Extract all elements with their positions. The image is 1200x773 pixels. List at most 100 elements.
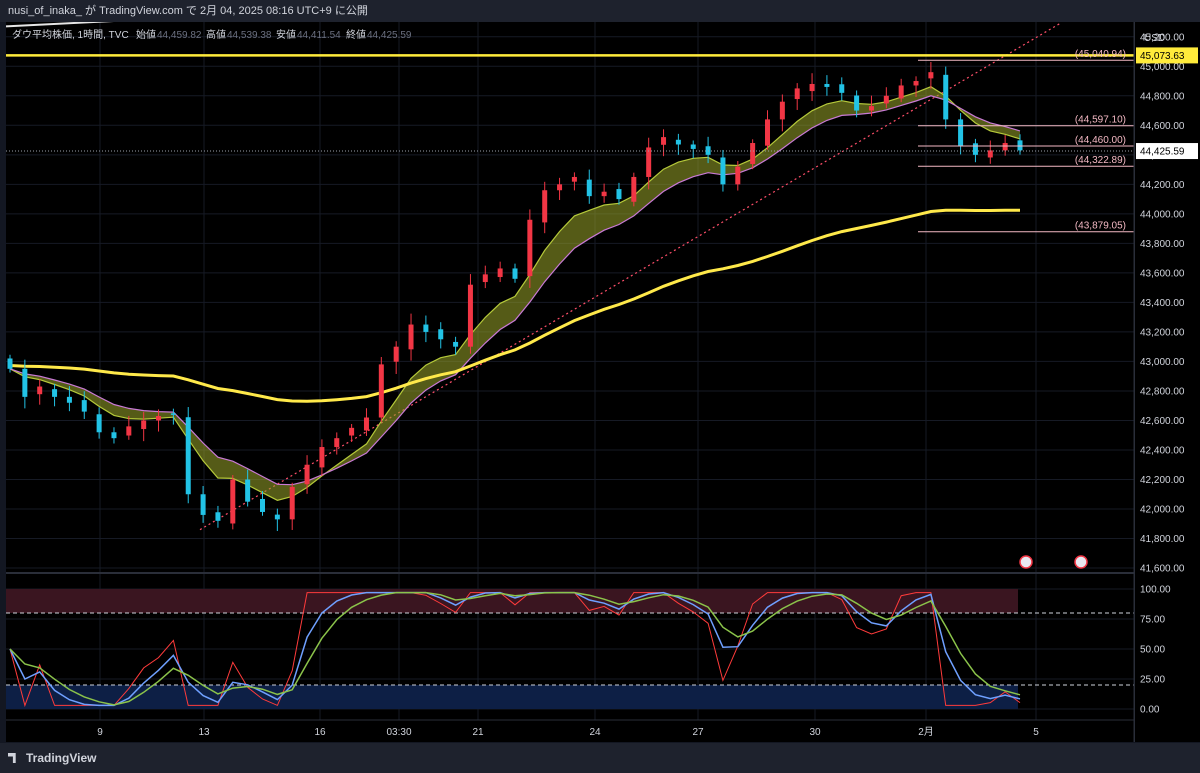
candle-body [349, 427, 355, 436]
oscillator-tick-label: 50.00 [1140, 645, 1165, 656]
fast-ma-line [9, 86, 1021, 501]
candle-body [705, 146, 711, 155]
price-tick-label: 45,000.00 [1140, 62, 1185, 73]
candle-body [260, 498, 265, 512]
candle-body [898, 85, 904, 99]
candle-body [839, 84, 845, 93]
candle-body [274, 514, 280, 520]
oscillator-tick-label: 75.00 [1140, 615, 1165, 626]
price-tick-label: 41,600.00 [1140, 564, 1185, 575]
price-tick-label: 42,600.00 [1140, 416, 1185, 427]
rsi-line [9, 592, 1021, 708]
price-tick-label: 42,200.00 [1140, 475, 1185, 486]
time-axis: 9 13 16 03:30 21 24 27 30 2月 5 [97, 726, 1039, 738]
oscillator-tick-label: 25.00 [1140, 675, 1165, 686]
price-tick-label: 43,800.00 [1140, 239, 1185, 250]
candle-body [497, 268, 503, 278]
price-tick-label: 43,400.00 [1140, 298, 1185, 309]
price-tick-label: 43,200.00 [1140, 327, 1185, 338]
legend-open-label: 始値 [136, 28, 156, 41]
candle-body [987, 150, 993, 158]
legend-open-value: 44,459.82 [157, 30, 202, 41]
currency-label[interactable]: USD [1144, 33, 1165, 44]
price-tick-label: 42,000.00 [1140, 505, 1185, 516]
price-tick-label: 42,400.00 [1140, 445, 1185, 456]
price-tick-label: 41,800.00 [1140, 534, 1185, 545]
white-trend-line [6, 22, 114, 28]
last-price-label-bg [1136, 143, 1198, 160]
level-label: (44,322.89) [1075, 155, 1126, 166]
candle-body [141, 420, 147, 430]
time-tick-label: 24 [589, 727, 601, 738]
candle-body [765, 119, 770, 146]
candle-body [972, 143, 978, 155]
price-axis-panel[interactable] [1134, 22, 1200, 742]
tradingview-logo[interactable]: TradingView [8, 751, 96, 765]
legend-symbol: ダウ平均株価, 1時間, TVC [12, 28, 129, 41]
time-tick-label: 16 [314, 727, 326, 738]
price-tick-label: 44,800.00 [1140, 91, 1185, 102]
candle-body [126, 426, 132, 436]
candle-body [735, 166, 741, 185]
legend-low-label: 安値 [276, 28, 296, 41]
candle-body [289, 486, 295, 520]
candle-body [185, 417, 191, 495]
us-flag-icon [1019, 555, 1033, 569]
time-tick-label: 30 [809, 727, 821, 738]
candle-body [913, 81, 919, 86]
oscillator-tick-label: 100.00 [1140, 585, 1171, 596]
level-label: (45,040.94) [1075, 49, 1126, 60]
legend-high-value: 44,539.38 [227, 30, 272, 41]
candle-body [482, 274, 488, 283]
candle-body [215, 512, 221, 521]
time-tick-label: 21 [472, 727, 484, 738]
level-label: (43,879.05) [1075, 221, 1126, 232]
price-tick-label: 43,000.00 [1140, 357, 1185, 368]
candle-body [943, 74, 949, 120]
moving-average-cloud [9, 86, 1021, 501]
candle-body [750, 143, 756, 164]
candle-body [527, 219, 533, 277]
price-tick-label: 43,600.00 [1140, 268, 1185, 279]
price-tick-label: 44,600.00 [1140, 121, 1185, 132]
candle-body [646, 147, 652, 177]
legend-close-label: 終値 [346, 28, 366, 41]
candle-body [542, 190, 548, 223]
overbought-zone [6, 589, 1018, 613]
candle-body [66, 396, 72, 403]
candle-body [675, 139, 681, 145]
price-axis: 41,600.00 41,800.00 42,000.00 42,200.00 42,4… [6, 32, 1198, 575]
stochastic-d-line [9, 591, 1021, 706]
candle-body [408, 324, 414, 350]
candle-body [156, 416, 162, 421]
price-levels: (45,040.94) (44,597.10) (44,460.00) (44,322… [918, 49, 1134, 233]
trend-lines [6, 22, 1134, 531]
candle-body [586, 179, 592, 197]
price-grid [6, 36, 1134, 569]
last-price-label: 44,425.59 [1140, 147, 1185, 158]
candle-body [571, 176, 577, 182]
price-tick-label: 45,200.00 [1140, 32, 1185, 43]
candle-body [690, 144, 696, 149]
level-label: (44,460.00) [1075, 135, 1126, 146]
price-tick-label: 44,000.00 [1140, 209, 1185, 220]
level-label: (44,597.10) [1075, 115, 1126, 126]
candle-body [661, 137, 667, 145]
candle-body [512, 268, 518, 279]
legend-high-label: 高値 [206, 28, 226, 41]
time-tick-label: 03:30 [386, 727, 411, 738]
tradingview-logo-icon [8, 753, 16, 763]
publish-header: nusi_of_inaka_ が TradingView.com で 2月 04… [0, 0, 1200, 22]
candle-body [52, 389, 58, 397]
event-flags[interactable] [1019, 555, 1088, 569]
candle-body [601, 191, 607, 197]
oscillator-axis: 0.00 25.00 50.00 75.00 100.00 [1140, 585, 1171, 716]
candle-body [378, 364, 384, 418]
oscillator-tick-label: 0.00 [1140, 705, 1160, 716]
candle-body [200, 494, 206, 515]
footer: TradingView [0, 743, 1200, 773]
candle-body [363, 417, 369, 431]
legend-low-value: 44,411.54 [297, 30, 341, 41]
high-price-label-bg [1136, 47, 1198, 64]
